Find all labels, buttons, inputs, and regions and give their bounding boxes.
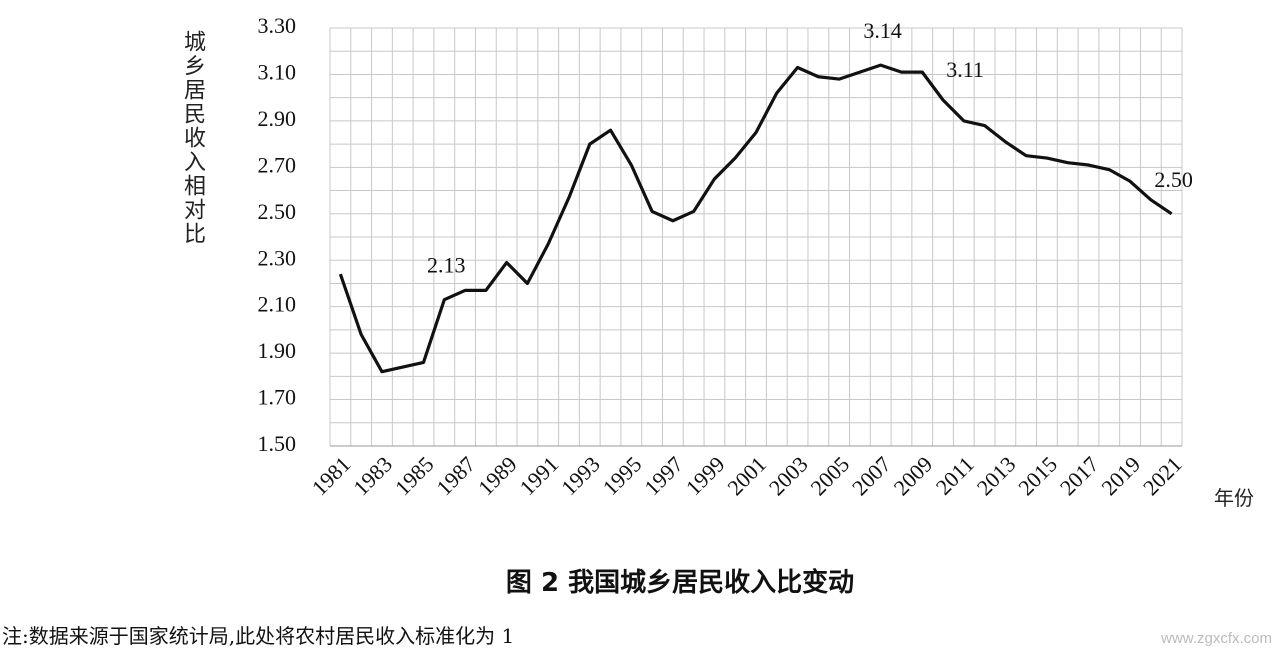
y-tick-label: 2.10 [258,292,297,317]
data-label: 3.14 [863,18,902,43]
line-series [338,63,1173,374]
data-label: 2.50 [1154,167,1193,192]
x-tick-label: 2003 [764,451,813,500]
y-tick-label: 2.30 [258,245,297,270]
x-tick-label: 2021 [1138,451,1187,500]
x-tick-label: 1989 [473,451,522,500]
y-tick-label: 2.50 [258,199,297,224]
y-tick-label: 2.70 [258,152,297,177]
x-tick-label: 2015 [1013,451,1062,500]
x-tick-label: 2009 [889,451,938,500]
x-tick-label: 1995 [598,451,647,500]
note: 注:数据来源于国家统计局,此处将农村居民收入标准化为 1 [2,624,515,648]
x-tick-label: 2019 [1096,451,1145,500]
x-tick-label: 1985 [390,451,439,500]
x-tick-label: 1997 [639,451,688,500]
y-tick-label: 1.90 [258,338,297,363]
x-tick-label: 2007 [847,451,896,500]
y-tick-label: 3.30 [258,13,297,38]
x-tick-label: 2017 [1055,451,1104,500]
x-tick-label: 1999 [681,451,730,500]
y-tick-label: 3.10 [258,59,297,84]
x-tick-label: 1991 [515,451,564,500]
x-tick-label: 1983 [348,451,397,500]
chart-title: 图 2 我国城乡居民收入比变动 [505,568,855,598]
y-tick-label: 2.90 [258,106,297,131]
x-axis-title: 年份 [1214,486,1254,510]
watermark: www.zgxcfx.com [1161,630,1272,647]
x-tick-label: 2001 [722,451,771,500]
x-tick-label: 2011 [931,451,979,499]
y-axis-title: 城乡居民收入相对比 [180,30,205,246]
x-tick-label: 1987 [431,451,480,500]
x-tick-label: 1981 [307,451,356,500]
y-tick-label: 1.50 [258,431,297,456]
data-label: 3.11 [946,57,984,82]
x-tick-label: 1993 [556,451,605,500]
x-tick-label: 2005 [805,451,854,500]
data-label: 2.13 [427,253,466,278]
y-tick-label: 1.70 [258,385,297,410]
x-tick-label: 2013 [972,451,1021,500]
